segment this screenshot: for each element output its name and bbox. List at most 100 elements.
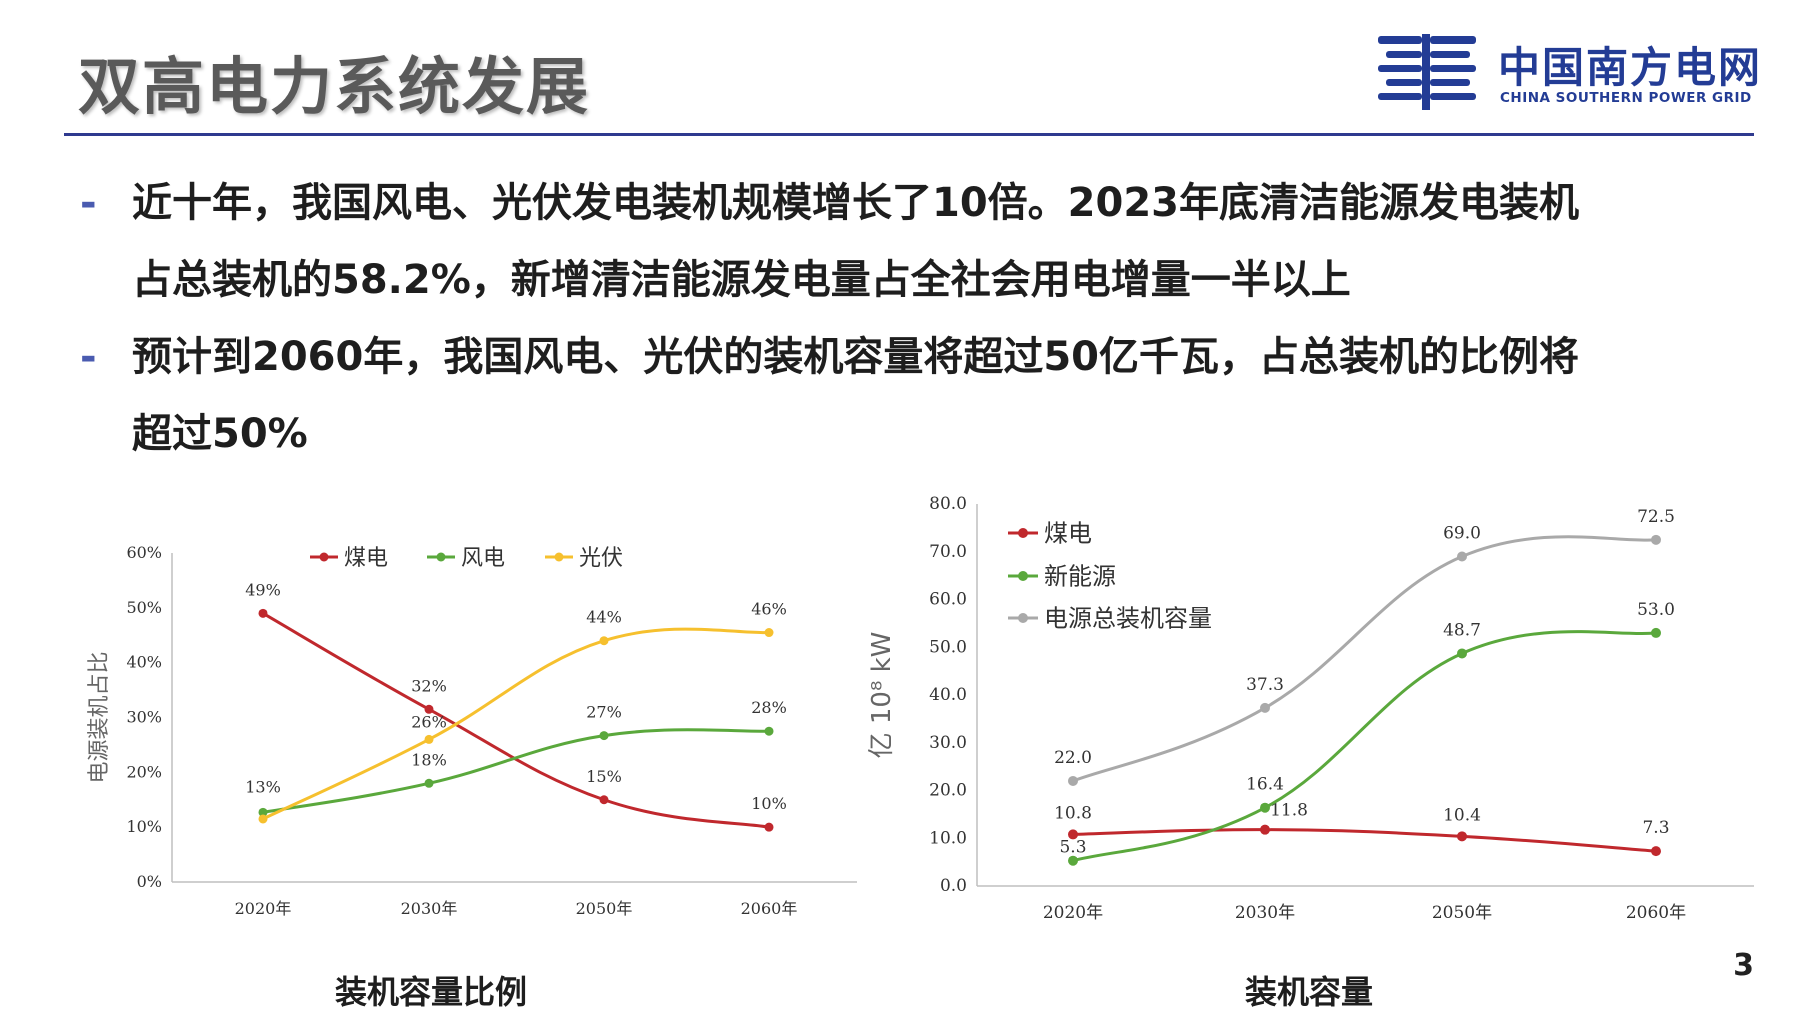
data-point xyxy=(1651,534,1661,545)
series-line xyxy=(1072,535,1657,783)
logo-english-name: CHINA SOUTHERN POWER GRID xyxy=(1500,90,1752,106)
capacity-line-chart: 0.0 10.0 20.0 30.0 40.0 50.0 60.0 70.0 80.0 2020年… xyxy=(867,494,1754,923)
legend-marker xyxy=(1018,571,1028,581)
data-point xyxy=(764,822,774,832)
data-label: 69.0 xyxy=(1443,524,1481,544)
data-point xyxy=(258,608,268,618)
y-axis-label: 亿 10⁸ kW xyxy=(867,632,897,759)
y-tick-label: 50% xyxy=(126,598,162,617)
data-label: 44% xyxy=(586,608,622,627)
x-tick-label: 2020年 xyxy=(235,899,292,918)
bullet-line: 超过50% xyxy=(132,411,308,457)
y-tick-label: 10.0 xyxy=(929,828,967,848)
bullet-line: 预计到2060年，我国风电、光伏的装机容量将超过50亿千瓦，占总装机的比例将 xyxy=(132,334,1579,380)
x-tick-label: 2020年 xyxy=(1043,903,1103,923)
legend-marker xyxy=(554,552,564,562)
data-label: 10.8 xyxy=(1054,803,1092,823)
company-logo: 中国南方电网 CHINA SOUTHERN POWER GRID xyxy=(1378,34,1778,114)
data-point xyxy=(1457,551,1467,562)
legend-label: 煤电 xyxy=(344,546,388,571)
legend-marker xyxy=(436,552,446,562)
slide-title: 双高电力系统发展 xyxy=(78,50,591,123)
y-tick-label: 20.0 xyxy=(929,781,967,801)
data-label: 27% xyxy=(586,703,622,722)
series-line xyxy=(262,612,770,829)
data-label: 26% xyxy=(411,712,447,731)
bullet-line: 近十年，我国风电、光伏发电装机规模增长了10倍。2023年底清洁能源发电装机 xyxy=(132,180,1579,226)
data-point xyxy=(424,704,434,714)
title-divider xyxy=(64,133,1754,136)
y-tick-label: 60.0 xyxy=(929,590,967,610)
data-label: 10.4 xyxy=(1443,805,1481,825)
y-tick-label: 30.0 xyxy=(929,733,967,753)
data-point xyxy=(599,636,609,646)
data-label: 22.0 xyxy=(1054,748,1092,768)
data-point xyxy=(1457,648,1467,659)
data-point xyxy=(424,778,434,788)
data-point xyxy=(1068,775,1078,786)
data-point xyxy=(599,795,609,805)
y-tick-label: 0.0 xyxy=(940,876,967,896)
series-line xyxy=(262,627,770,821)
legend-label: 电源总装机容量 xyxy=(1044,605,1212,633)
y-tick-label: 30% xyxy=(126,708,162,727)
y-tick-label: 40% xyxy=(126,653,162,672)
capacity-chart-caption: 装机容量 xyxy=(1245,973,1374,1011)
bullet-list: - 近十年，我国风电、光伏发电装机规模增长了10倍。2023年底清洁能源发电装机… xyxy=(80,165,1760,473)
y-tick-label: 70.0 xyxy=(929,542,967,562)
data-point xyxy=(599,731,609,741)
y-axis-label: 电源装机占比 xyxy=(87,651,112,783)
data-point xyxy=(1457,831,1467,842)
logo-chinese-name: 中国南方电网 xyxy=(1498,43,1763,92)
data-label: 46% xyxy=(751,600,787,619)
grid-logo-icon xyxy=(1378,34,1476,110)
data-label: 32% xyxy=(411,676,447,695)
data-point xyxy=(424,734,434,744)
bullet-line: 占总装机的58.2%，新增清洁能源发电量占全社会用电增量一半以上 xyxy=(132,257,1351,303)
data-point xyxy=(1260,802,1270,813)
data-label: 15% xyxy=(586,767,622,786)
data-point xyxy=(1260,824,1270,835)
y-tick-label: 20% xyxy=(126,762,162,781)
data-point xyxy=(1068,829,1078,840)
data-point xyxy=(764,726,774,736)
data-point xyxy=(1651,627,1661,638)
legend-label: 新能源 xyxy=(1044,563,1116,591)
ratio-chart-caption: 装机容量比例 xyxy=(335,973,528,1011)
data-point xyxy=(1068,855,1078,866)
legend-marker xyxy=(1018,613,1028,623)
data-label: 72.5 xyxy=(1637,507,1675,527)
bullet-item: - 预计到2060年，我国风电、光伏的装机容量将超过50亿千瓦，占总装机的比例将… xyxy=(80,319,1760,473)
data-point xyxy=(1260,702,1270,713)
data-point xyxy=(258,807,268,817)
data-point xyxy=(258,814,268,824)
data-label: 49% xyxy=(245,580,281,599)
bullet-marker: - xyxy=(80,180,97,226)
y-tick-label: 40.0 xyxy=(929,685,967,705)
data-point xyxy=(1651,846,1661,857)
data-label: 7.3 xyxy=(1642,818,1669,838)
x-tick-label: 2060年 xyxy=(1626,903,1686,923)
series-line xyxy=(262,728,770,814)
bullet-marker: - xyxy=(80,334,97,380)
data-label: 5.3 xyxy=(1059,838,1086,858)
y-tick-label: 60% xyxy=(126,543,162,562)
data-label: 37.3 xyxy=(1246,675,1284,695)
data-point xyxy=(764,628,774,638)
x-tick-label: 2030年 xyxy=(1235,903,1295,923)
legend-label: 风电 xyxy=(461,546,505,571)
legend-label: 光伏 xyxy=(579,546,623,571)
data-label: 48.7 xyxy=(1443,620,1481,640)
data-label: 53.0 xyxy=(1637,600,1675,620)
data-label: 16.4 xyxy=(1246,775,1284,795)
data-label: 10% xyxy=(751,794,787,813)
y-tick-label: 50.0 xyxy=(929,637,967,657)
series-line xyxy=(1072,630,1657,863)
x-tick-label: 2050年 xyxy=(576,899,633,918)
legend-marker xyxy=(1018,528,1028,538)
x-tick-label: 2060年 xyxy=(741,899,798,918)
y-tick-label: 0% xyxy=(137,872,162,891)
legend-marker xyxy=(319,552,329,562)
y-tick-label: 80.0 xyxy=(929,494,967,514)
data-label: 18% xyxy=(411,750,447,769)
